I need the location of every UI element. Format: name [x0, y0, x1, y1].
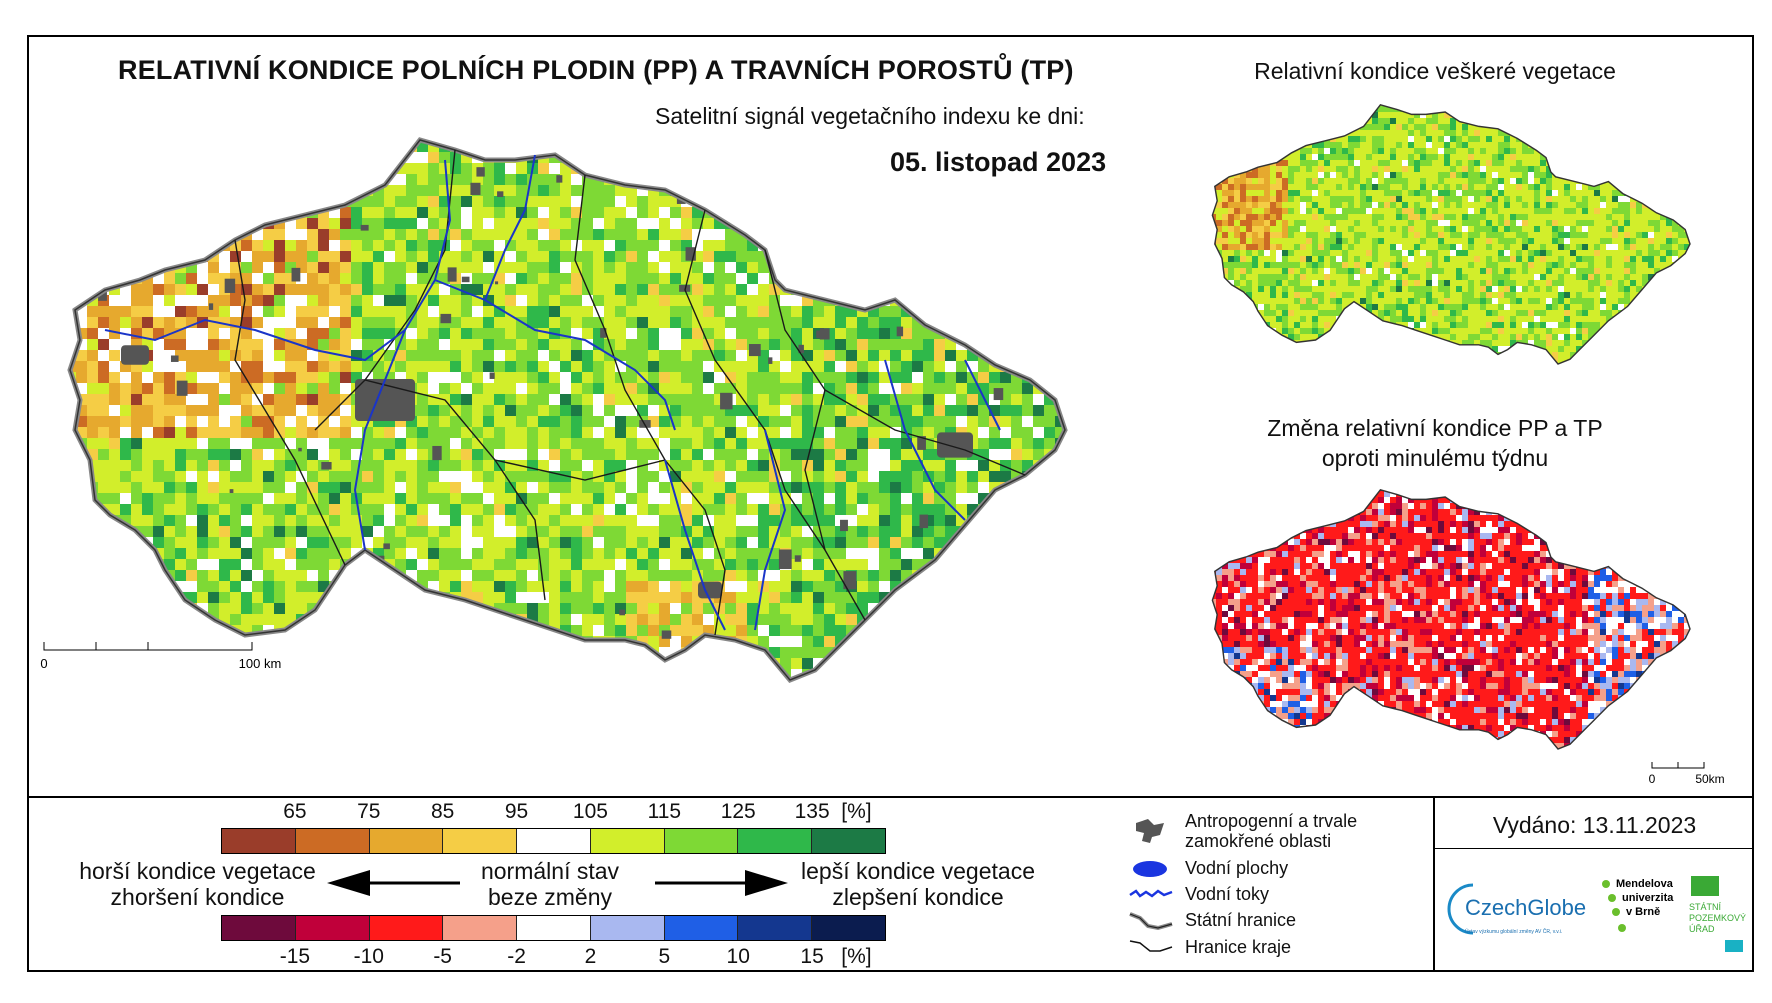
legend-anthropogenic: Antropogenní a trvale zamokřené oblasti	[1185, 811, 1357, 851]
legend-worse-line2: zhoršení kondice	[110, 884, 285, 910]
colorbar-tick: -5	[433, 945, 452, 968]
issued-date: Vydáno: 13.11.2023	[1492, 812, 1697, 838]
colorbar-swatch	[443, 916, 518, 940]
legend-normal: normální stav beze změny	[460, 858, 640, 910]
legend-anthropogenic-line1: Antropogenní a trvale	[1185, 811, 1358, 831]
main-scale-end: 100 km	[239, 656, 282, 671]
issued-box: Vydáno: 13.11.2023 CzechGlobe Ústav výzk…	[1433, 796, 1754, 972]
colorbar-tick: 2	[584, 945, 597, 968]
mendel-university-logo: Mendelova univerzita v Brně	[1602, 878, 1674, 932]
colorbar-tick: -15	[279, 945, 311, 968]
spu-line3: ÚŘAD	[1689, 924, 1715, 934]
main-scale-zero: 0	[40, 656, 47, 671]
colorbar-swatch	[590, 829, 665, 853]
colorbar-swatch	[590, 916, 665, 940]
colorbar-tick: 75	[357, 800, 381, 823]
legend-state-border: Státní hranice	[1185, 910, 1297, 930]
main-map: 0 100 km	[40, 100, 1190, 770]
colorbar-swatch	[812, 916, 886, 940]
mendel-line1: Mendelova	[1616, 878, 1674, 890]
colorbar-tick: 65	[283, 800, 307, 823]
colorbar-swatch	[517, 916, 591, 940]
inset-top-map	[1211, 104, 1691, 365]
colorbar-tick: 15	[800, 945, 824, 968]
colorbar-tick: 5	[658, 945, 671, 968]
colorbar-tick: -10	[353, 945, 384, 968]
colorbar-swatch	[295, 916, 370, 940]
state-land-office-logo: STÁTNÍ POZEMKOVÝ ÚŘAD	[1689, 876, 1746, 952]
colorbar-swatch	[443, 829, 518, 853]
colorbar-swatch	[369, 829, 444, 853]
spu-line1: STÁTNÍ	[1689, 902, 1722, 912]
legend-water-streams: Vodní toky	[1185, 884, 1270, 904]
inset-bottom-title-2: oproti minulému týdnu	[1321, 445, 1549, 471]
colorbar-swatch	[369, 916, 444, 940]
inset-bottom-map: 0 50km	[1211, 489, 1725, 786]
legend-better-line1: lepší kondice vegetace	[801, 858, 1035, 884]
state-border-icon	[1129, 912, 1173, 931]
change-colorbar	[221, 915, 886, 941]
czechglobe-subtitle: Ústav výzkumu globální změny AV ČR, v.v.…	[1465, 928, 1562, 935]
czechglobe-logo: CzechGlobe Ústav výzkumu globální změny …	[1447, 883, 1586, 935]
inset-vegetation-raster	[1212, 104, 1690, 364]
region-border-icon	[1129, 940, 1173, 952]
vegetation-condition-raster	[70, 140, 1065, 680]
legend-region-border: Hranice kraje	[1185, 937, 1292, 957]
legend-worse: horší kondice vegetace zhoršení kondice	[60, 858, 335, 910]
legend-anthropogenic-line2: zamokřené oblasti	[1185, 831, 1332, 851]
colorbar-swatch	[664, 916, 739, 940]
colorbar-tick: 105	[572, 800, 608, 823]
inset-scale-bar: 0 50km	[1649, 762, 1725, 786]
colorbar-tick: [%]	[841, 800, 872, 823]
colorbar-swatch	[738, 916, 813, 940]
page-date: 05. listopad 2023	[890, 147, 1107, 177]
colorbar-tick: 135	[794, 800, 830, 823]
mendel-line3: v Brně	[1626, 906, 1660, 918]
rivers	[104, 154, 1001, 631]
inset-scale-zero: 0	[1649, 772, 1656, 786]
colorbar-swatch	[664, 829, 739, 853]
inset-scale-end: 50km	[1695, 772, 1724, 786]
colorbar-swatch	[738, 829, 813, 853]
colorbar-tick: 85	[430, 800, 455, 823]
arrow-left-icon	[327, 870, 460, 896]
arrow-right-icon	[655, 870, 788, 896]
legend-area	[27, 796, 1754, 972]
colorbar-tick: [%]	[841, 945, 872, 968]
colorbar-swatch	[295, 829, 370, 853]
issued-divider	[1435, 848, 1754, 849]
inset-change-raster	[1212, 489, 1690, 749]
mendel-line2: univerzita	[1622, 892, 1674, 904]
colorbar-tick: 125	[720, 800, 756, 823]
colorbar-swatch	[222, 916, 296, 940]
spu-line2: POZEMKOVÝ	[1689, 913, 1746, 923]
czechglobe-name: CzechGlobe	[1465, 895, 1586, 920]
anthropogenic-area-icon	[1136, 819, 1164, 843]
legend-better: lepší kondice vegetace zlepšení kondice	[778, 858, 1058, 910]
river-icon	[1129, 889, 1173, 898]
legend-normal-line2: beze změny	[487, 884, 612, 910]
legend-worse-line1: horší kondice vegetace	[79, 858, 316, 884]
legend-normal-line1: normální stav	[480, 858, 620, 884]
page-title: RELATIVNÍ KONDICE POLNÍCH PLODIN (PP) A …	[118, 55, 1074, 85]
colorbar-tick: 95	[504, 800, 529, 823]
legend-water-bodies: Vodní plochy	[1185, 858, 1289, 878]
colorbar-tick: -2	[507, 945, 526, 968]
page-subtitle: Satelitní signál vegetačního indexu ke d…	[655, 103, 1085, 129]
inset-top-title: Relativní kondice veškeré vegetace	[1254, 58, 1616, 84]
condition-colorbar	[221, 828, 886, 854]
colorbar-swatch	[812, 829, 886, 853]
legend-better-line2: zlepšení kondice	[832, 884, 1004, 910]
water-body-icon	[1133, 861, 1167, 877]
inset-bottom-title-1: Změna relativní kondice PP a TP	[1267, 415, 1603, 441]
colorbar-swatch	[222, 829, 296, 853]
main-scale-bar: 0 100 km	[40, 642, 281, 671]
colorbar-tick: 115	[647, 800, 682, 823]
colorbar-tick: 10	[726, 945, 750, 968]
colorbar-swatch	[517, 829, 591, 853]
